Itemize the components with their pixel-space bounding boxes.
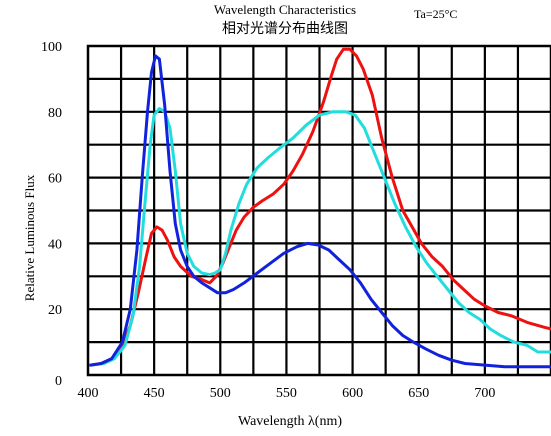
x-tick-label: 500 xyxy=(210,386,231,401)
x-tick-label: 450 xyxy=(144,386,165,401)
y-tick-label: 40 xyxy=(48,237,62,252)
temperature-condition: Ta=25°C xyxy=(414,7,457,21)
plot-grid xyxy=(86,44,551,377)
y-tick-labels: 0 20 40 60 80 100 xyxy=(41,40,62,389)
plot-frame xyxy=(86,44,551,377)
y-tick-label: 20 xyxy=(48,303,62,318)
x-tick-label: 400 xyxy=(78,386,99,401)
x-tick-label: 550 xyxy=(276,386,297,401)
y-tick-label: 60 xyxy=(48,172,62,187)
series-layer xyxy=(89,47,551,369)
series-line-1 xyxy=(89,47,551,367)
y-tick-label: 100 xyxy=(41,40,62,55)
x-tick-label: 600 xyxy=(342,386,363,401)
y-axis-label: Relative Luminous Flux xyxy=(22,174,37,301)
chart-subtitle: 相对光谱分布曲线图 xyxy=(222,21,348,37)
y-tick-label: 80 xyxy=(48,106,62,121)
x-tick-labels: 400 450 500 550 600 650 700 xyxy=(78,386,496,401)
x-tick-label: 650 xyxy=(408,386,429,401)
x-tick-label: 700 xyxy=(474,386,495,401)
chart-title: Wavelength Characteristics xyxy=(214,2,356,17)
y-tick-label: 0 xyxy=(55,374,62,389)
x-axis-label: Wavelength λ(nm) xyxy=(238,414,342,429)
series-line-2 xyxy=(89,107,551,367)
series-line-3 xyxy=(89,54,551,369)
